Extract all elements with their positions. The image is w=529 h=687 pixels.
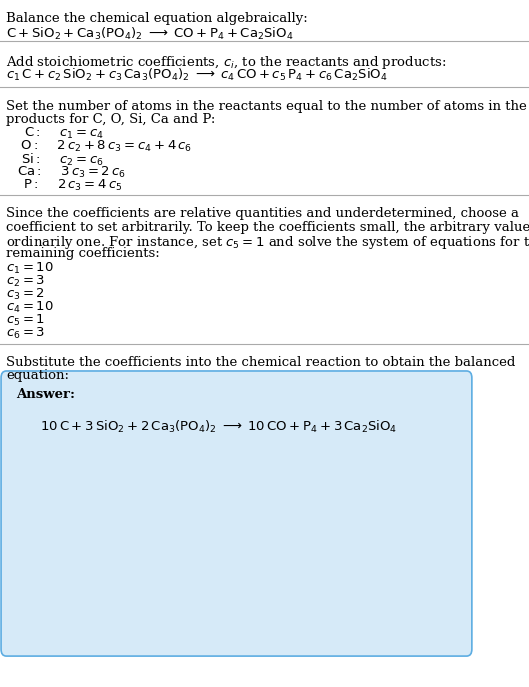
Text: $\mathrm{P:\;}\quad 2\,c_3 = 4\,c_5$: $\mathrm{P:\;}\quad 2\,c_3 = 4\,c_5$ bbox=[23, 178, 122, 193]
Text: coefficient to set arbitrarily. To keep the coefficients small, the arbitrary va: coefficient to set arbitrarily. To keep … bbox=[6, 221, 529, 234]
Text: remaining coefficients:: remaining coefficients: bbox=[6, 247, 160, 260]
FancyBboxPatch shape bbox=[1, 371, 472, 656]
Text: Set the number of atoms in the reactants equal to the number of atoms in the: Set the number of atoms in the reactants… bbox=[6, 100, 527, 113]
Text: $c_3 = 2$: $c_3 = 2$ bbox=[6, 287, 45, 302]
Text: equation:: equation: bbox=[6, 369, 69, 382]
Text: ordinarily one. For instance, set $c_5 = 1$ and solve the system of equations fo: ordinarily one. For instance, set $c_5 =… bbox=[6, 234, 529, 251]
Text: $\mathrm{O:\;}\quad 2\,c_2 + 8\,c_3 = c_4 + 4\,c_6$: $\mathrm{O:\;}\quad 2\,c_2 + 8\,c_3 = c_… bbox=[20, 139, 193, 154]
Text: Answer:: Answer: bbox=[16, 388, 75, 401]
Text: $\mathrm{Si:\;}\quad c_2 = c_6$: $\mathrm{Si:\;}\quad c_2 = c_6$ bbox=[21, 152, 104, 168]
Text: $c_6 = 3$: $c_6 = 3$ bbox=[6, 326, 45, 341]
Text: $c_2 = 3$: $c_2 = 3$ bbox=[6, 274, 45, 289]
Text: $c_1\,\mathrm{C} + c_2\,\mathrm{SiO_2} + c_3\,\mathrm{Ca_3(PO_4)_2} \;\longright: $c_1\,\mathrm{C} + c_2\,\mathrm{SiO_2} +… bbox=[6, 67, 388, 82]
Text: $\mathrm{Ca:\;}\quad 3\,c_3 = 2\,c_6$: $\mathrm{Ca:\;}\quad 3\,c_3 = 2\,c_6$ bbox=[17, 165, 126, 180]
Text: $\mathrm{C + SiO_2 + Ca_3(PO_4)_2 \;\longrightarrow\; CO + P_4 + Ca_2SiO_4}$: $\mathrm{C + SiO_2 + Ca_3(PO_4)_2 \;\lon… bbox=[6, 25, 294, 41]
Text: Substitute the coefficients into the chemical reaction to obtain the balanced: Substitute the coefficients into the che… bbox=[6, 356, 516, 369]
Text: Add stoichiometric coefficients, $c_i$, to the reactants and products:: Add stoichiometric coefficients, $c_i$, … bbox=[6, 54, 446, 71]
Text: $c_4 = 10$: $c_4 = 10$ bbox=[6, 300, 54, 315]
Text: Balance the chemical equation algebraically:: Balance the chemical equation algebraica… bbox=[6, 12, 308, 25]
Text: $\mathrm{C:\;}\quad c_1 = c_4$: $\mathrm{C:\;}\quad c_1 = c_4$ bbox=[24, 126, 104, 141]
Text: $c_1 = 10$: $c_1 = 10$ bbox=[6, 261, 54, 276]
Text: products for C, O, Si, Ca and P:: products for C, O, Si, Ca and P: bbox=[6, 113, 216, 126]
Text: $\mathrm{10\,C + 3\,SiO_2 + 2\,Ca_3(PO_4)_2 \;\longrightarrow\; 10\,CO + P_4 + 3: $\mathrm{10\,C + 3\,SiO_2 + 2\,Ca_3(PO_4… bbox=[40, 419, 397, 435]
Text: $c_5 = 1$: $c_5 = 1$ bbox=[6, 313, 45, 328]
Text: Since the coefficients are relative quantities and underdetermined, choose a: Since the coefficients are relative quan… bbox=[6, 207, 519, 221]
